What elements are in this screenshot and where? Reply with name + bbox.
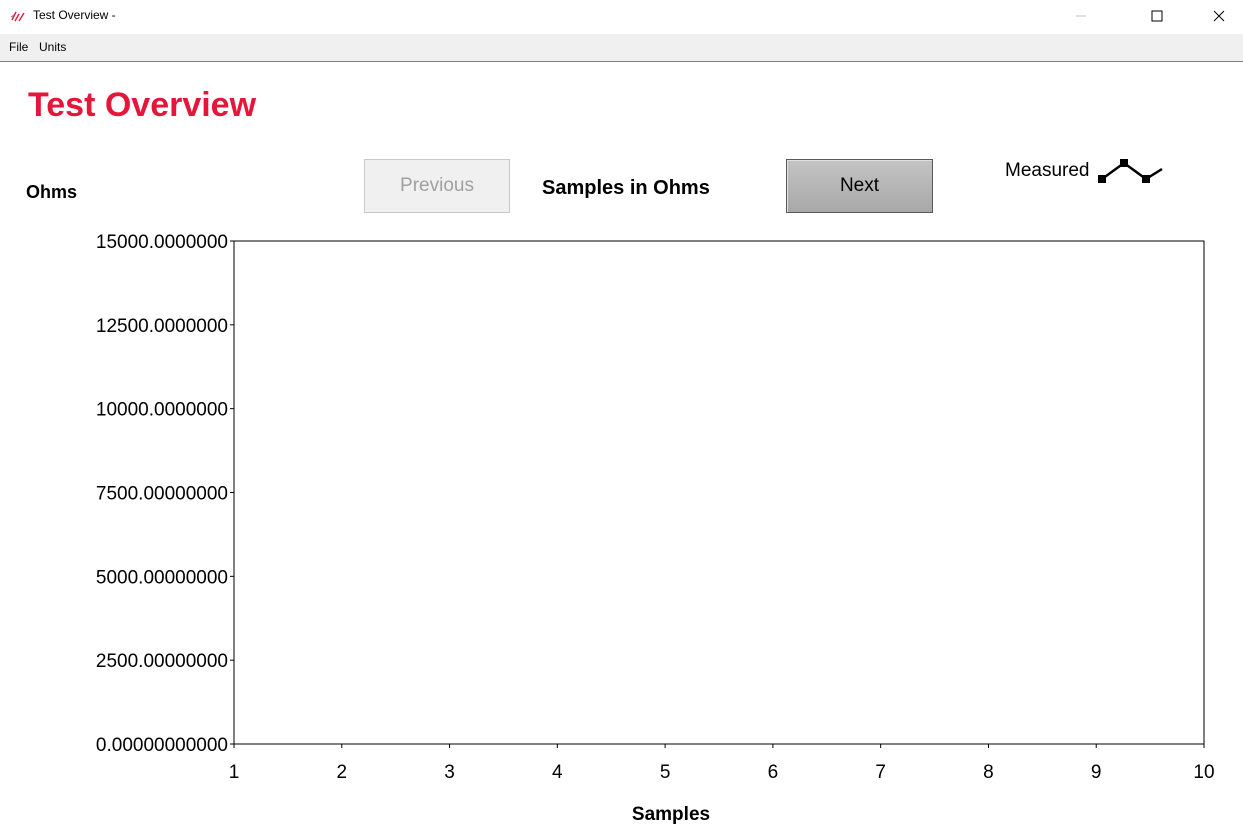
x-tick-label: 3: [444, 762, 455, 783]
line-with-markers-icon[interactable]: [1096, 155, 1168, 189]
menu-bar: File Units: [0, 34, 1243, 62]
x-tick-label: 2: [336, 762, 347, 783]
y-tick-label: 5000.00000000: [96, 567, 228, 588]
menu-file[interactable]: File: [9, 40, 29, 54]
y-tick-label: 0.00000000000: [96, 735, 228, 756]
title-bar: Test Overview -: [0, 0, 1243, 34]
legend-series-label: Measured: [1005, 160, 1090, 181]
x-tick-label: 1: [229, 762, 240, 783]
x-tick-label: 10: [1193, 762, 1214, 783]
y-tick-label: 12500.0000000: [96, 316, 228, 337]
y-tick-label: 10000.0000000: [96, 400, 228, 421]
previous-button[interactable]: Previous: [364, 159, 510, 213]
x-tick-label: 6: [768, 762, 779, 783]
maximize-button[interactable]: [1134, 0, 1180, 32]
x-tick-label: 9: [1091, 762, 1102, 783]
plot-legend: Measured: [1005, 155, 1168, 191]
x-tick-label: 4: [552, 762, 563, 783]
y-tick-label: 2500.00000000: [96, 651, 228, 672]
app-icon: [10, 11, 25, 22]
close-icon: [1213, 10, 1225, 22]
y-tick-label: 15000.0000000: [96, 232, 228, 253]
window-title: Test Overview -: [33, 8, 116, 22]
x-axis-title: Samples: [632, 804, 710, 825]
plot-area[interactable]: [233, 240, 1205, 745]
maximize-icon: [1151, 10, 1163, 22]
menu-units[interactable]: Units: [39, 40, 67, 54]
x-tick-label: 5: [660, 762, 671, 783]
y-tick-label: 7500.00000000: [96, 484, 228, 505]
close-button[interactable]: [1196, 0, 1242, 32]
x-tick-label: 8: [983, 762, 994, 783]
next-button[interactable]: Next: [786, 159, 933, 213]
y-axis-unit-label: Ohms: [26, 182, 78, 202]
x-tick-label: 7: [875, 762, 886, 783]
minimize-button[interactable]: [1058, 0, 1104, 32]
minimize-icon: [1076, 15, 1086, 17]
page-title: Test Overview: [28, 86, 257, 124]
plot-caption: Samples in Ohms: [542, 177, 710, 199]
y-axis: 0.00000000000 2500.00000000 5000.00000000 7…: [96, 232, 234, 756]
x-axis: 1 2 3 4 5 6 7 8 9 10: [229, 744, 1215, 783]
